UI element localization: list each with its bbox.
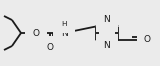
Text: O: O <box>47 43 53 52</box>
Text: H: H <box>61 21 67 27</box>
Text: O: O <box>32 29 40 37</box>
Text: N: N <box>104 42 110 50</box>
Text: N: N <box>61 29 67 37</box>
Text: O: O <box>144 35 151 44</box>
Text: N: N <box>104 16 110 24</box>
